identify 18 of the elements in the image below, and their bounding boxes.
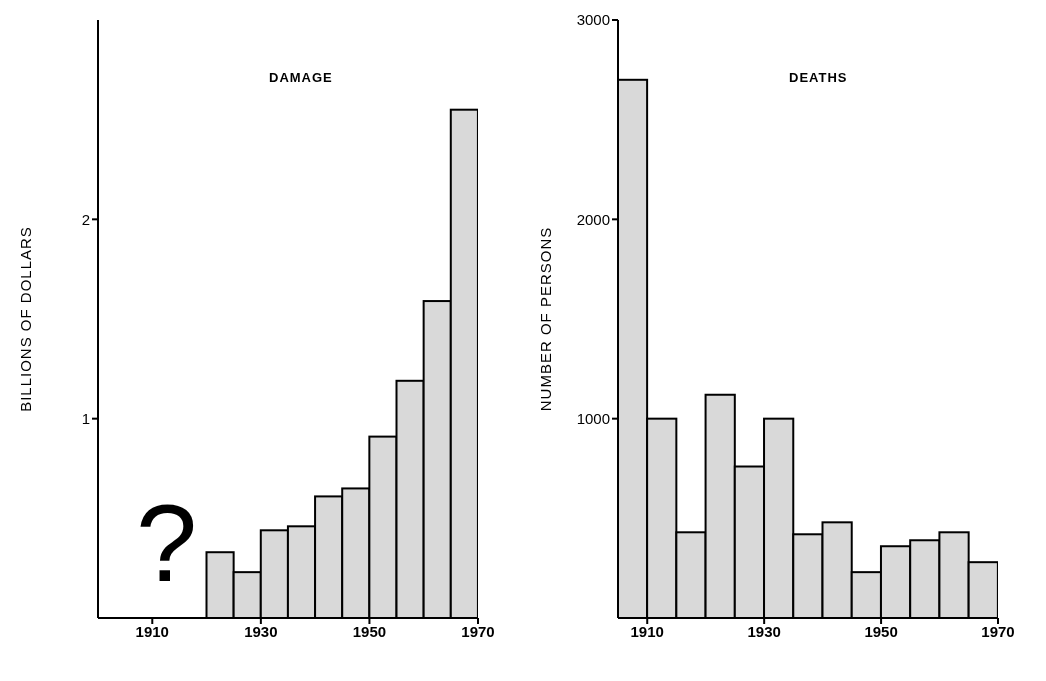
x-tick-label: 1970: [461, 622, 495, 640]
y-tick-label: 1: [81, 409, 90, 427]
y-tick-label: 2: [81, 210, 90, 228]
x-tick-label: 1910: [135, 622, 169, 640]
y-tick-label: 1000: [576, 409, 610, 427]
y-axis-title: BILLIONS OF DOLLARS: [17, 226, 35, 412]
x-tick-label: 1930: [747, 622, 781, 640]
y-tick-label: 3000: [576, 11, 610, 29]
text: DEATHS: [789, 70, 848, 85]
x-tick-label: 1930: [244, 622, 278, 640]
text: DAMAGE: [269, 70, 333, 85]
x-tick-label: 1950: [864, 622, 898, 640]
x-tick-label: 1950: [352, 622, 387, 640]
x-tick-label: 1970: [981, 622, 1015, 640]
y-tick-label: 2000: [576, 210, 610, 228]
annotation: ?: [136, 481, 198, 604]
y-axis-title: NUMBER OF PERSONS: [537, 226, 555, 412]
x-tick-label: 1910: [630, 622, 664, 640]
